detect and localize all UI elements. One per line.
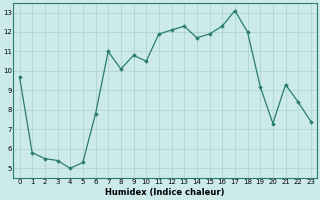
X-axis label: Humidex (Indice chaleur): Humidex (Indice chaleur) <box>106 188 225 197</box>
